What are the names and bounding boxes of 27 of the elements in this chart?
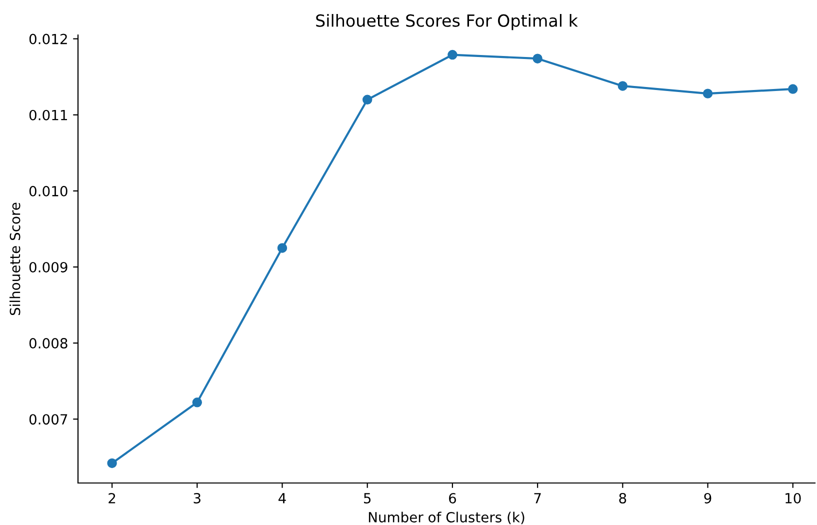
y-tick-label: 0.010: [29, 186, 68, 196]
y-tick-label: 0.012: [29, 34, 67, 44]
point: [532, 54, 542, 64]
point: [362, 94, 372, 105]
x-tick-label: 5: [364, 493, 371, 504]
x-tick-label: 8: [619, 492, 626, 504]
x-tick-label: 6: [449, 492, 456, 504]
y-tick-label: 0.011: [29, 110, 67, 120]
point: [788, 84, 798, 94]
x-tick-label: 2: [108, 492, 116, 504]
point: [192, 398, 202, 408]
x-tick-label: 7: [534, 493, 541, 504]
x-tick-label: 10: [786, 492, 801, 504]
y-tick-label: 0.009: [29, 262, 68, 272]
point: [277, 243, 288, 253]
point: [618, 81, 628, 91]
point: [702, 88, 713, 98]
x-tick-label: 9: [704, 492, 712, 504]
point: [448, 50, 458, 60]
y-tick-label: 0.008: [29, 338, 68, 349]
y-tick-label: 0.007: [29, 414, 68, 425]
point: [107, 458, 117, 468]
chart-title: Silhouette Scores For Optimal k: [316, 14, 578, 30]
x-tick-label: 3: [194, 492, 200, 504]
x-tick-label: 4: [278, 493, 286, 504]
x-axis-title: Number of Clusters (k): [368, 512, 524, 524]
y-axis-title: Silhouette Score: [10, 202, 20, 316]
